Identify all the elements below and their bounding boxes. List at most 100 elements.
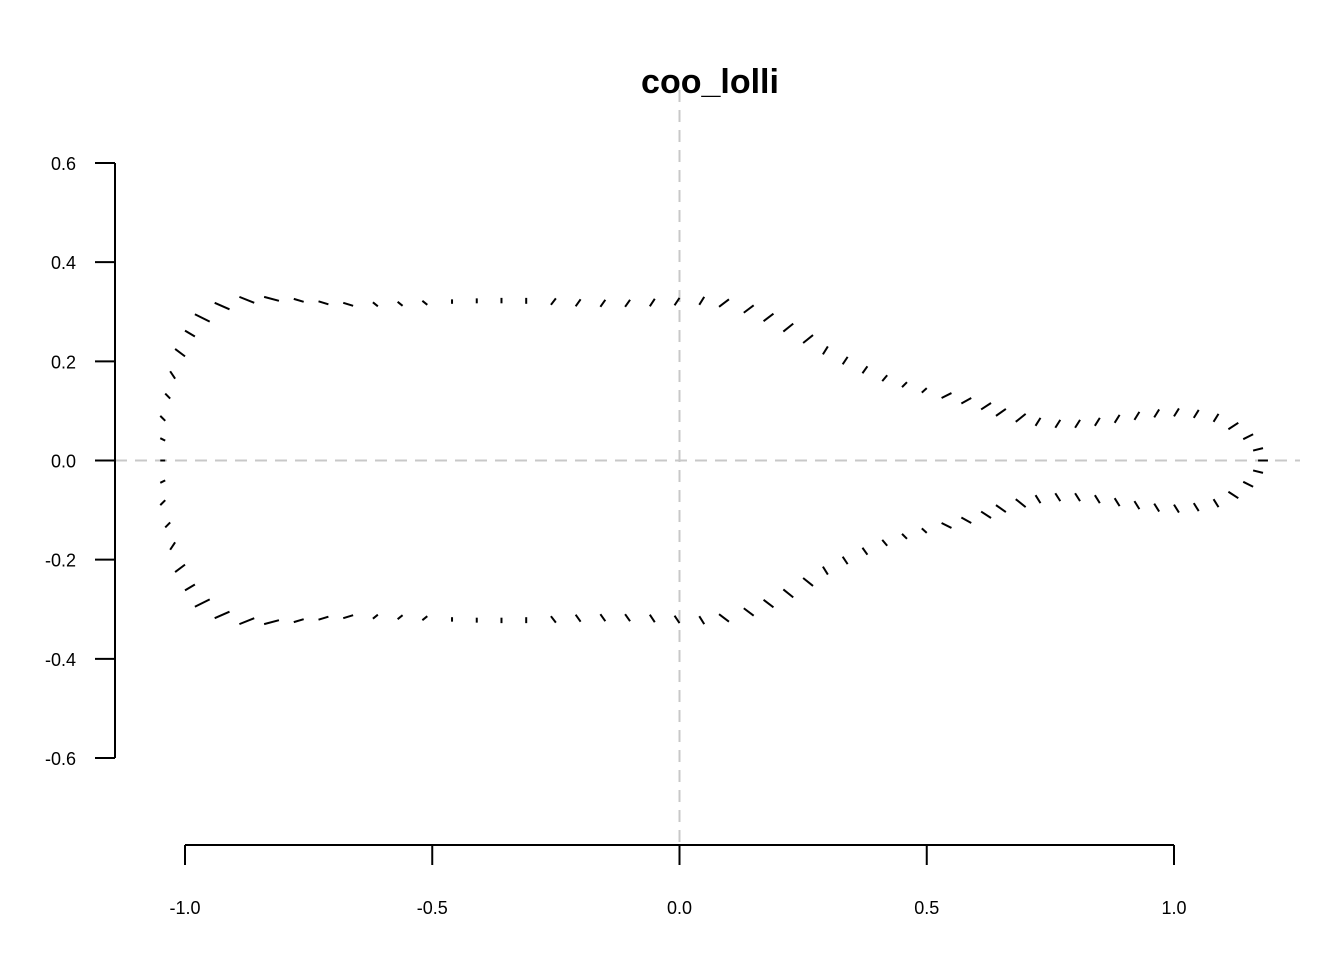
outline-segment-upper: [1054, 419, 1062, 429]
outline-segment-lower: [941, 522, 952, 529]
outline-segment-lower: [782, 588, 794, 599]
outline-segment-lower: [995, 504, 1007, 513]
y-tick-label: 0.2: [51, 352, 76, 372]
outline-segment-upper: [901, 381, 908, 388]
outline-segment-lower: [159, 499, 166, 506]
outline-segment-lower: [1153, 503, 1161, 513]
outline-segment-upper: [861, 365, 869, 374]
outline-segment-upper: [1212, 413, 1220, 423]
outline-segment-upper: [194, 313, 211, 323]
outline-segment-upper: [1113, 414, 1121, 424]
outline-segment-lower: [164, 521, 171, 529]
outline-segment-upper: [184, 329, 196, 338]
outline-segment-upper: [169, 370, 176, 380]
y-tick-label: -0.6: [45, 749, 76, 769]
outline-segment-lower: [159, 479, 166, 484]
x-tick-label: -0.5: [417, 898, 448, 918]
outline-segment-lower: [1192, 502, 1200, 512]
outline-segment-lower: [1015, 498, 1027, 508]
x-tick-label: -1.0: [169, 898, 200, 918]
outline-segment-upper: [782, 322, 794, 333]
outline-segment-upper: [648, 298, 656, 307]
outline-segment-upper: [743, 304, 755, 314]
outline-segment-upper: [1252, 447, 1264, 452]
outline-segment-upper: [397, 301, 404, 307]
outline-segment-lower: [239, 617, 255, 626]
outline-segment-lower: [397, 614, 404, 620]
outline-segment-lower: [421, 615, 428, 621]
y-tick-label: 0.0: [51, 452, 76, 472]
outline-segment-lower: [624, 613, 631, 622]
outline-segment-lower: [802, 577, 814, 587]
outline-segment-lower: [263, 619, 280, 626]
outline-segment-upper: [159, 415, 166, 422]
outline-segments: [159, 295, 1268, 626]
outline-segment-upper: [1133, 411, 1141, 421]
outline-segment-upper: [372, 301, 379, 308]
outline-segment-upper: [214, 301, 230, 311]
outline-segment-upper: [960, 397, 972, 405]
outline-segment-lower: [1212, 498, 1220, 508]
outline-segment-lower: [194, 598, 211, 608]
outline-segment-lower: [1252, 469, 1264, 474]
outline-segment-upper: [822, 345, 829, 355]
outline-segment-upper: [318, 300, 329, 306]
outline-segment-upper: [550, 297, 557, 306]
outline-segment-upper: [1227, 421, 1239, 431]
outline-segment-lower: [293, 618, 304, 624]
outline-segment-upper: [698, 296, 706, 306]
outline-segment-lower: [1173, 504, 1180, 514]
outline-segment-lower: [174, 563, 186, 573]
outline-segment-lower: [318, 615, 329, 621]
outline-segment-upper: [802, 334, 814, 344]
x-tick-label: 0.0: [667, 898, 692, 918]
outline-segment-lower: [822, 566, 829, 576]
outline-segment-lower: [881, 539, 888, 547]
outline-segment-lower: [673, 615, 681, 624]
outline-segment-lower: [1094, 494, 1101, 504]
outline-segment-lower: [718, 613, 730, 623]
outline-segment-lower: [901, 533, 908, 540]
x-axis: -1.0 -0.5 0.0 0.5 1.0: [169, 844, 1187, 918]
outline-segment-lower: [648, 614, 656, 623]
outline-segment-upper: [1034, 417, 1042, 427]
outline-segment-lower: [1133, 500, 1141, 510]
outline-segment-upper: [421, 300, 428, 306]
outline-segment-upper: [239, 295, 255, 304]
outline-segment-upper: [342, 301, 354, 307]
y-tick-label: 0.4: [51, 253, 76, 273]
outline-segment-lower: [1113, 497, 1121, 507]
outline-segment-lower: [550, 615, 557, 624]
chart-title: coo_lolli: [641, 63, 779, 101]
y-tick-label: -0.2: [45, 551, 76, 571]
y-axis: -0.6 -0.4 -0.2 0.0 0.2 0.4 0.6: [45, 154, 116, 769]
outline-segment-upper: [762, 312, 775, 322]
outline-segment-upper: [174, 348, 186, 358]
outline-segment-upper: [159, 437, 166, 442]
outline-segment-lower: [169, 541, 176, 551]
outline-segment-upper: [1094, 417, 1101, 427]
outline-segment-upper: [881, 374, 888, 382]
outline-segment-lower: [861, 547, 869, 556]
outline-segment-upper: [941, 392, 952, 399]
outline-segment-lower: [372, 613, 379, 620]
outline-segment-lower: [184, 583, 196, 592]
outline-segment-lower: [762, 599, 775, 609]
y-tick-label: -0.4: [45, 650, 76, 670]
outline-segment-upper: [921, 387, 928, 394]
outline-segment-upper: [599, 299, 607, 308]
outline-segment-upper: [995, 408, 1007, 417]
y-tick-label: 0.6: [51, 154, 76, 174]
outline-segment-upper: [841, 356, 849, 365]
x-tick-label: 1.0: [1161, 898, 1186, 918]
outline-segment-lower: [1242, 480, 1254, 488]
outline-segment-upper: [1153, 408, 1161, 418]
outline-segment-lower: [574, 614, 582, 623]
outline-segment-upper: [1015, 413, 1027, 423]
outline-segment-upper: [293, 297, 304, 303]
outline-segment-lower: [921, 527, 928, 534]
outline-segment-upper: [1192, 409, 1200, 419]
outline-segment-lower: [214, 610, 230, 620]
outline-segment-lower: [342, 614, 354, 620]
